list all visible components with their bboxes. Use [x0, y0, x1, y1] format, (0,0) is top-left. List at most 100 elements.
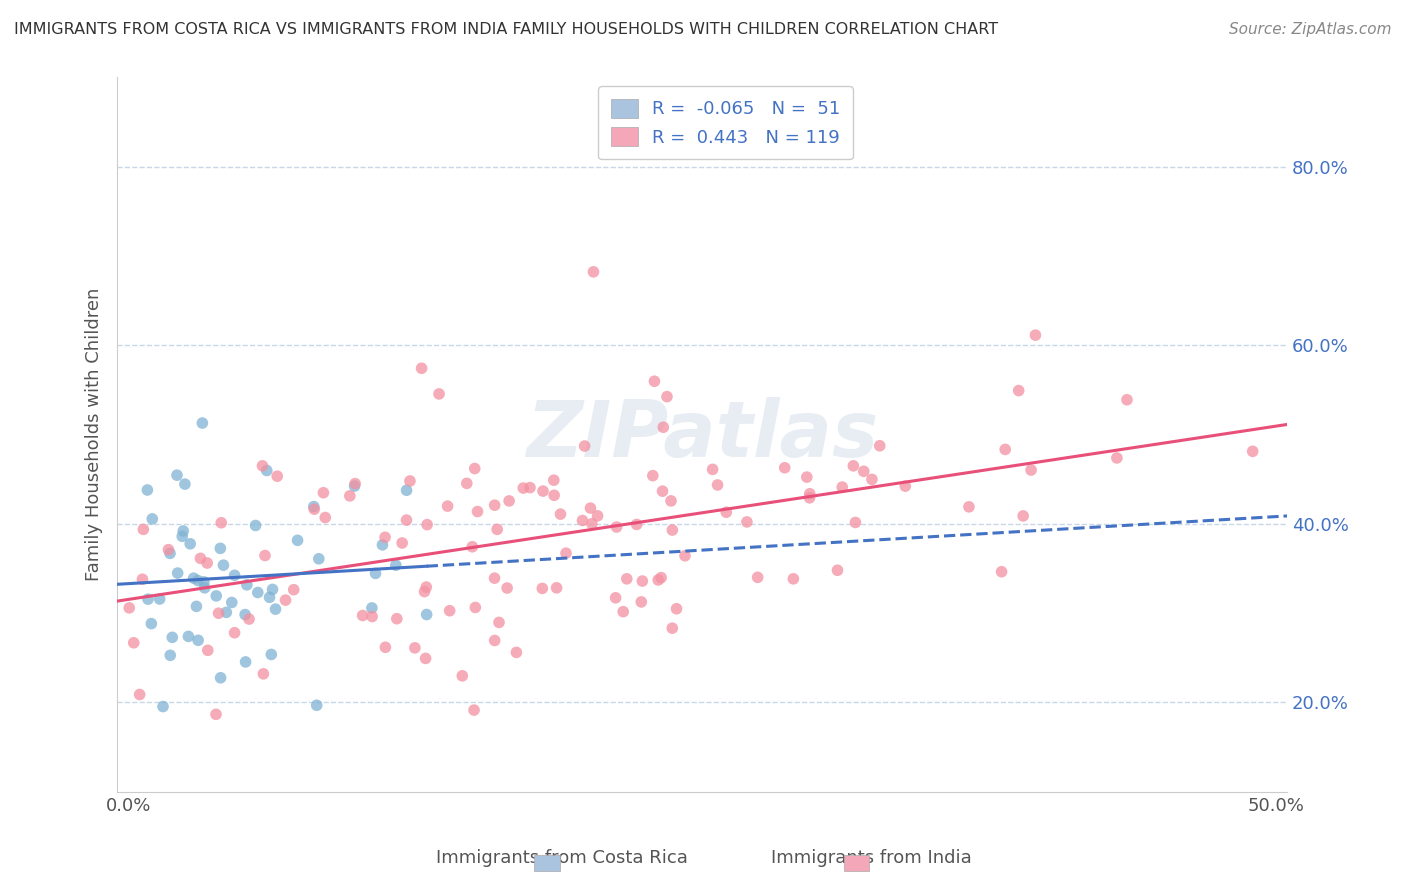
Point: [543, 473, 565, 487]
Point: [157, 542, 180, 557]
Point: [374, 530, 396, 544]
Point: [259, 591, 281, 605]
Point: [136, 592, 159, 607]
Point: [308, 551, 330, 566]
Point: [616, 572, 638, 586]
Point: [1008, 384, 1031, 398]
Point: [990, 565, 1012, 579]
Point: [385, 612, 408, 626]
Text: Immigrants from Costa Rica: Immigrants from Costa Rica: [436, 849, 689, 867]
Point: [404, 640, 426, 655]
Point: [205, 707, 228, 722]
Point: [283, 582, 305, 597]
Point: [673, 549, 696, 563]
Point: [152, 699, 174, 714]
Point: [702, 462, 724, 476]
Point: [498, 494, 520, 508]
Point: [574, 439, 596, 453]
Point: [122, 636, 145, 650]
Point: [555, 546, 578, 560]
Point: [652, 420, 675, 434]
Point: [132, 522, 155, 536]
Point: [149, 592, 172, 607]
Point: [174, 477, 197, 491]
Legend: R =  -0.065   N =  51, R =  0.443   N = 119: R = -0.065 N = 51, R = 0.443 N = 119: [598, 87, 853, 160]
Point: [799, 491, 821, 505]
Point: [436, 499, 458, 513]
Point: [1105, 450, 1128, 465]
Point: [716, 505, 738, 519]
Point: [411, 361, 433, 376]
Point: [385, 558, 408, 573]
Point: [302, 502, 325, 516]
Point: [612, 605, 634, 619]
Point: [159, 546, 181, 560]
Point: [245, 518, 267, 533]
Point: [344, 476, 367, 491]
Point: [187, 633, 209, 648]
Point: [844, 516, 866, 530]
Point: [571, 514, 593, 528]
Point: [197, 643, 219, 657]
Point: [484, 498, 506, 512]
Point: [207, 606, 229, 620]
Point: [852, 464, 875, 478]
Point: [842, 458, 865, 473]
Point: [413, 584, 436, 599]
Point: [360, 601, 382, 615]
Point: [186, 599, 208, 614]
Point: [264, 602, 287, 616]
Point: [519, 481, 541, 495]
Point: [172, 524, 194, 538]
Point: [427, 387, 450, 401]
Point: [221, 595, 243, 609]
Point: [190, 551, 212, 566]
Point: [131, 572, 153, 586]
Point: [233, 607, 256, 622]
Point: [735, 515, 758, 529]
Point: [467, 504, 489, 518]
Point: [136, 483, 159, 497]
Point: [655, 390, 678, 404]
Text: Immigrants from India: Immigrants from India: [772, 849, 972, 867]
Point: [831, 480, 853, 494]
Point: [179, 537, 201, 551]
Point: [212, 558, 235, 573]
Point: [894, 479, 917, 493]
Point: [141, 616, 163, 631]
Point: [461, 540, 484, 554]
Point: [606, 520, 628, 534]
Point: [209, 671, 232, 685]
Point: [505, 645, 527, 659]
Point: [224, 625, 246, 640]
Point: [395, 483, 418, 498]
Point: [643, 374, 665, 388]
Point: [659, 494, 682, 508]
Point: [166, 468, 188, 483]
Point: [172, 529, 194, 543]
Point: [235, 655, 257, 669]
Point: [195, 556, 218, 570]
Point: [187, 574, 209, 588]
Point: [238, 612, 260, 626]
Point: [463, 703, 485, 717]
Point: [661, 621, 683, 635]
Point: [209, 541, 232, 556]
Point: [252, 458, 274, 473]
Point: [236, 578, 259, 592]
Point: [464, 461, 486, 475]
Point: [159, 648, 181, 663]
Point: [314, 510, 336, 524]
Point: [287, 533, 309, 548]
Point: [484, 633, 506, 648]
Point: [641, 468, 664, 483]
Point: [194, 581, 217, 595]
Point: [799, 487, 821, 501]
Point: [546, 581, 568, 595]
Point: [215, 606, 238, 620]
Point: [605, 591, 627, 605]
Point: [543, 488, 565, 502]
Point: [650, 571, 672, 585]
Point: [782, 572, 804, 586]
Point: [661, 523, 683, 537]
